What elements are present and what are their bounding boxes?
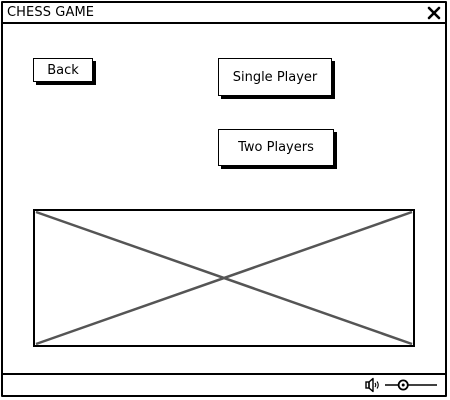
window-title: CHESS GAME — [7, 5, 95, 20]
status-bar — [3, 373, 445, 395]
speaker-icon[interactable] — [365, 377, 379, 393]
single-player-button[interactable]: Single Player — [218, 58, 332, 96]
image-placeholder-icon — [33, 209, 415, 347]
close-icon[interactable] — [426, 5, 442, 21]
two-players-button[interactable]: Two Players — [218, 129, 334, 166]
title-bar: CHESS GAME — [3, 3, 445, 24]
volume-slider-knob-dot — [401, 383, 405, 387]
volume-control[interactable] — [365, 376, 439, 394]
volume-slider[interactable] — [385, 379, 437, 391]
back-button[interactable]: Back — [33, 58, 93, 82]
